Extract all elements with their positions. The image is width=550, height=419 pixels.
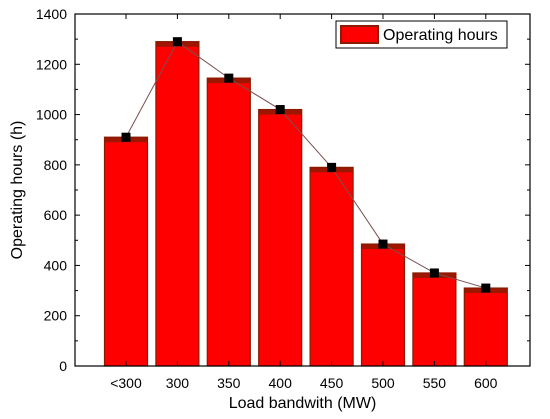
trend-line-layer — [125, 40, 486, 289]
y-tick-label-5: 1000 — [36, 107, 67, 123]
x-tick-label-7: 600 — [474, 375, 498, 391]
bar-6 — [412, 272, 457, 367]
x-tick-label-5: 500 — [371, 375, 395, 391]
x-tick-label-3: 400 — [269, 375, 293, 391]
bar-1 — [155, 41, 200, 367]
markers-layer — [121, 37, 491, 293]
x-tick-label-0: <300 — [110, 375, 142, 391]
marker-1 — [172, 37, 182, 47]
y-axis: 0 200 400 600 800 1000 1200 1400 — [36, 6, 530, 374]
y-axis-title: Operating hours (h) — [9, 121, 26, 260]
marker-5 — [378, 239, 388, 249]
marker-0 — [121, 132, 131, 142]
x-axis-title: Load bandwith (MW) — [229, 395, 377, 412]
x-tick-label-6: 550 — [423, 375, 447, 391]
y-tick-label-4: 800 — [44, 157, 68, 173]
y-tick-label-1: 200 — [44, 308, 68, 324]
bar-7 — [463, 287, 508, 367]
legend-label: Operating hours — [383, 27, 498, 44]
marker-2 — [224, 73, 234, 83]
x-axis: <300 300 350 400 450 500 550 600 — [110, 14, 498, 391]
legend-swatch — [340, 25, 379, 44]
marker-4 — [327, 162, 337, 172]
x-tick-label-1: 300 — [166, 375, 190, 391]
bar-3 — [258, 108, 303, 367]
y-tick-label-3: 600 — [44, 207, 68, 223]
bar-0 — [103, 136, 149, 367]
trend-line — [125, 40, 486, 289]
bars-layer — [103, 41, 508, 367]
y-tick-label-7: 1400 — [36, 6, 67, 22]
x-tick-label-4: 450 — [320, 375, 344, 391]
marker-7 — [481, 283, 491, 293]
legend: Operating hours — [335, 20, 508, 49]
bar-4 — [309, 166, 354, 367]
y-tick-label-2: 400 — [44, 257, 68, 273]
marker-3 — [275, 105, 285, 115]
bar-2 — [206, 77, 251, 367]
marker-6 — [429, 268, 439, 278]
x-tick-label-2: 350 — [217, 375, 241, 391]
y-tick-label-6: 1200 — [36, 56, 67, 72]
bar-5 — [360, 243, 406, 367]
y-tick-label-0: 0 — [59, 358, 67, 374]
